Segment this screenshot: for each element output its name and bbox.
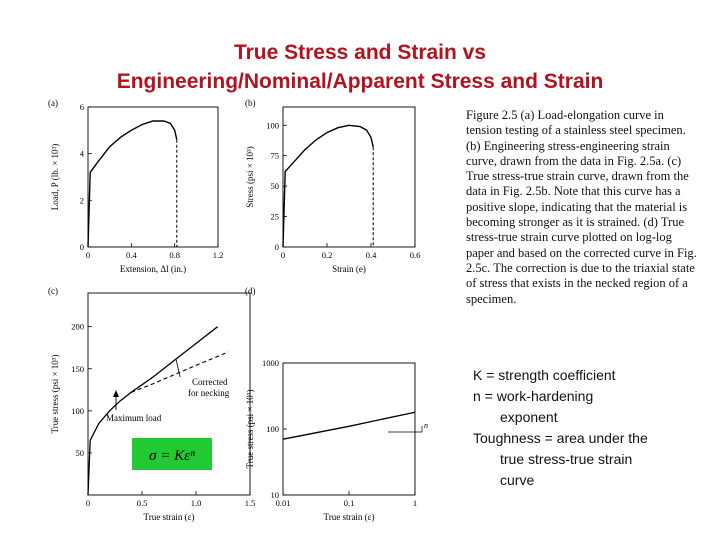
x-tick-label: 1.0	[191, 498, 202, 508]
panel-d-curve	[282, 411, 416, 440]
y-tick-label: 50	[76, 448, 85, 458]
panel-a-curve	[87, 120, 178, 248]
formula-text: σ = Kεⁿ	[149, 448, 195, 464]
x-tick-label: 1.2	[213, 250, 224, 260]
y-axis-label: Load, P (lb. × 10³)	[50, 144, 60, 210]
x-tick-label: 0.1	[344, 498, 355, 508]
panel-d-axes: 0.01 0.1 1 10 100 1000 True strain (ε) True str…	[245, 358, 417, 522]
y-tick-label: 100	[266, 424, 279, 434]
panel-c-curve	[87, 326, 218, 496]
panel-c-annotation-corrected-2: for necking	[188, 388, 230, 398]
panel-d-annotation-n: n	[424, 421, 428, 430]
panel-b-axes: 0 0.2 0.4 0.6 0 25 50 75 100 Strain (e) Stress (ps…	[245, 106, 421, 274]
x-tick-label: 0.5	[137, 498, 148, 508]
y-axis-label: Stress (psi × 10³)	[245, 146, 255, 208]
x-tick-label: 0.4	[366, 250, 377, 260]
x-axis-label: True strain (ε)	[144, 512, 195, 522]
panel-d-label: (d)	[245, 286, 256, 296]
note-n-continued: exponent	[500, 409, 558, 425]
panel-c-annotation-corrected-1: Corrected	[192, 377, 228, 387]
panel-c-corrected-pointer	[175, 358, 181, 378]
y-tick-label: 150	[71, 364, 84, 374]
x-tick-label: 0.4	[126, 250, 137, 260]
title-line-1: True Stress and Strain vs	[233, 41, 487, 64]
y-axis-label: True stress (psi × 10³)	[245, 390, 255, 469]
panel-b-frame	[282, 106, 416, 248]
y-tick-label: 1000	[262, 358, 279, 368]
y-tick-label: 0	[275, 242, 279, 252]
y-tick-label: 25	[271, 212, 280, 222]
panel-b-label: (b)	[245, 98, 256, 108]
panel-d-slope-triangle	[388, 426, 423, 433]
panel-b: (b) 0 0.2 0.4 0.6 0 25 50 75 100 Strain (e) Stress…	[245, 98, 420, 274]
panel-c: (c) 0 0.5 1.0 1.5 50 100 150 200 True strain (ε)…	[48, 286, 255, 522]
panel-c-axes: 0 0.5 1.0 1.5 50 100 150 200 True strain (ε) True…	[50, 292, 256, 522]
panel-b-curve	[282, 124, 374, 248]
panel-a-axes: 0 0.4 0.8 1.2 0 2 4 6 Extension, Δl (in.) Load, P…	[50, 102, 223, 274]
panel-c-corrected-curve	[131, 351, 229, 393]
y-tick-label: 100	[71, 406, 84, 416]
note-toughness-continued-2: curve	[500, 472, 535, 488]
y-tick-label: 4	[80, 149, 85, 159]
x-tick-label: 0.2	[322, 250, 333, 260]
y-tick-label: 10	[271, 490, 280, 500]
panel-a-frame	[87, 106, 219, 248]
x-axis-label: Extension, Δl (in.)	[120, 264, 186, 274]
note-n: n = work-hardening	[473, 388, 594, 404]
x-tick-label: 0.8	[169, 250, 180, 260]
panel-c-annotation-max-load: Maximum load	[106, 413, 162, 423]
y-tick-label: 75	[271, 151, 280, 161]
panel-c-frame	[87, 292, 251, 496]
x-tick-label: 0	[281, 250, 285, 260]
x-tick-label: 0	[86, 498, 90, 508]
x-tick-label: 1	[413, 498, 417, 508]
y-tick-label: 6	[80, 102, 84, 112]
note-toughness: Toughness = area under the	[473, 430, 648, 446]
panel-a-label: (a)	[48, 98, 58, 108]
x-axis-label: Strain (e)	[332, 264, 366, 274]
panel-a: (a) 0 0.4 0.8 1.2 0 2 4 6 Extension, Δl (in.) Loa…	[48, 98, 223, 274]
x-tick-label: 0	[86, 250, 90, 260]
y-tick-label: 200	[71, 322, 84, 332]
x-tick-label: 1.5	[245, 498, 256, 508]
x-tick-label: 0.01	[276, 498, 291, 508]
figure-panels: (a) 0 0.4 0.8 1.2 0 2 4 6 Extension, Δl (in.) Loa…	[48, 98, 428, 522]
panel-d: (d) 0.01 0.1 1 10 100 1000 True strain (ε) True…	[245, 286, 428, 522]
figure-caption: Figure 2.5 (a) Load-elongation curve in …	[466, 108, 697, 306]
y-tick-label: 0	[80, 242, 84, 252]
y-tick-label: 50	[271, 181, 280, 191]
slide-title: True Stress and Strain vs Engineering/No…	[0, 38, 720, 96]
x-axis-label: True strain (ε)	[324, 512, 375, 522]
panel-d-frame	[282, 362, 416, 496]
note-toughness-continued-1: true stress-true strain	[500, 451, 633, 467]
formula-box	[132, 438, 212, 470]
y-tick-label: 2	[80, 195, 84, 205]
panel-c-label: (c)	[48, 286, 58, 296]
y-tick-label: 100	[266, 120, 279, 130]
x-tick-label: 0.6	[410, 250, 421, 260]
notes-block: K = strength coefficient n = work-harden…	[473, 365, 713, 491]
panel-c-max-load-arrowhead	[113, 390, 119, 397]
y-axis-label: True stress (psi × 10³)	[50, 355, 60, 434]
note-k: K = strength coefficient	[473, 367, 616, 383]
title-line-2: Engineering/Nominal/Apparent Stress and …	[116, 70, 604, 93]
